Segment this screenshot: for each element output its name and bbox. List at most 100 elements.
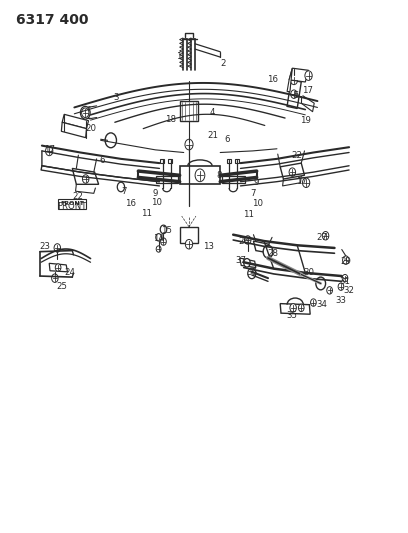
Bar: [180, 101, 198, 120]
Text: 13: 13: [202, 242, 213, 251]
Text: 11: 11: [141, 209, 152, 218]
Polygon shape: [180, 166, 220, 184]
Text: 14: 14: [153, 235, 164, 244]
Polygon shape: [49, 263, 67, 272]
Circle shape: [117, 182, 124, 192]
Text: 16: 16: [266, 75, 277, 84]
Text: 9: 9: [153, 189, 158, 198]
Text: 30: 30: [304, 268, 315, 277]
Circle shape: [248, 268, 256, 279]
Text: 7: 7: [250, 189, 255, 198]
Circle shape: [327, 287, 333, 294]
Text: 6317 400: 6317 400: [16, 13, 88, 27]
Bar: [156, 176, 178, 183]
Text: 35: 35: [287, 311, 298, 320]
Polygon shape: [289, 68, 308, 82]
Polygon shape: [280, 304, 310, 314]
Text: 34: 34: [316, 300, 327, 309]
Circle shape: [54, 244, 60, 252]
Polygon shape: [61, 122, 86, 138]
Text: 26: 26: [238, 237, 249, 246]
Text: 21: 21: [207, 131, 218, 140]
Circle shape: [185, 239, 193, 249]
Text: 19: 19: [300, 116, 311, 125]
Text: 11: 11: [243, 210, 254, 219]
Text: 29: 29: [340, 257, 351, 265]
Circle shape: [55, 264, 61, 271]
Text: 17: 17: [296, 177, 307, 186]
Circle shape: [338, 283, 344, 290]
Polygon shape: [62, 114, 89, 128]
Text: 16: 16: [125, 199, 136, 208]
Text: 17: 17: [44, 146, 55, 155]
Text: 7: 7: [121, 187, 126, 196]
Circle shape: [305, 71, 312, 80]
Text: 25: 25: [56, 282, 67, 291]
Text: 6: 6: [225, 135, 230, 144]
Text: 5: 5: [294, 91, 299, 100]
Text: 37: 37: [235, 256, 246, 265]
Text: 9: 9: [254, 178, 259, 187]
Circle shape: [82, 108, 89, 117]
Polygon shape: [253, 241, 271, 253]
Circle shape: [244, 259, 250, 267]
Text: 18: 18: [165, 115, 176, 124]
Circle shape: [290, 75, 297, 85]
Circle shape: [342, 274, 348, 282]
Bar: [222, 176, 244, 183]
Bar: [58, 199, 86, 209]
Circle shape: [156, 233, 162, 241]
Circle shape: [302, 178, 310, 188]
Bar: [180, 227, 198, 243]
Circle shape: [46, 146, 53, 156]
Text: 10: 10: [151, 198, 162, 207]
Circle shape: [105, 133, 116, 148]
Circle shape: [298, 304, 304, 312]
Circle shape: [156, 246, 161, 252]
Text: 28: 28: [267, 249, 278, 258]
Text: 6: 6: [99, 156, 104, 165]
Text: 8: 8: [217, 171, 222, 180]
Text: 3: 3: [113, 93, 118, 102]
Circle shape: [291, 90, 297, 99]
Circle shape: [263, 245, 273, 258]
Polygon shape: [239, 258, 256, 268]
Bar: [235, 159, 239, 163]
Text: 23: 23: [40, 242, 51, 251]
Bar: [169, 159, 173, 163]
Circle shape: [289, 168, 295, 176]
Polygon shape: [280, 163, 304, 179]
Text: 24: 24: [64, 268, 75, 277]
Text: 22: 22: [292, 151, 303, 160]
Text: 20: 20: [86, 124, 97, 133]
Polygon shape: [287, 80, 301, 109]
Text: 33: 33: [335, 296, 346, 305]
Circle shape: [185, 139, 193, 150]
Circle shape: [316, 277, 326, 290]
Text: 36: 36: [246, 268, 257, 277]
Circle shape: [343, 256, 349, 264]
Circle shape: [80, 107, 90, 119]
Text: 32: 32: [344, 286, 355, 295]
Text: 27: 27: [316, 233, 327, 242]
Circle shape: [322, 231, 329, 240]
Bar: [160, 159, 164, 163]
Polygon shape: [287, 68, 293, 92]
Text: 1: 1: [176, 52, 182, 61]
Text: 2: 2: [221, 60, 226, 68]
Circle shape: [160, 225, 167, 233]
Circle shape: [244, 236, 251, 244]
Text: 4: 4: [209, 108, 215, 117]
Circle shape: [161, 238, 166, 245]
Circle shape: [82, 175, 89, 183]
Circle shape: [52, 274, 58, 282]
Text: 22: 22: [72, 192, 83, 201]
Text: 15: 15: [161, 226, 172, 235]
Polygon shape: [72, 168, 99, 184]
Text: FRONT: FRONT: [60, 201, 84, 206]
Text: 31: 31: [339, 277, 350, 286]
Bar: [227, 159, 231, 163]
Text: FRONT: FRONT: [57, 202, 86, 211]
Text: 10: 10: [252, 199, 263, 208]
Text: 17: 17: [302, 86, 313, 95]
